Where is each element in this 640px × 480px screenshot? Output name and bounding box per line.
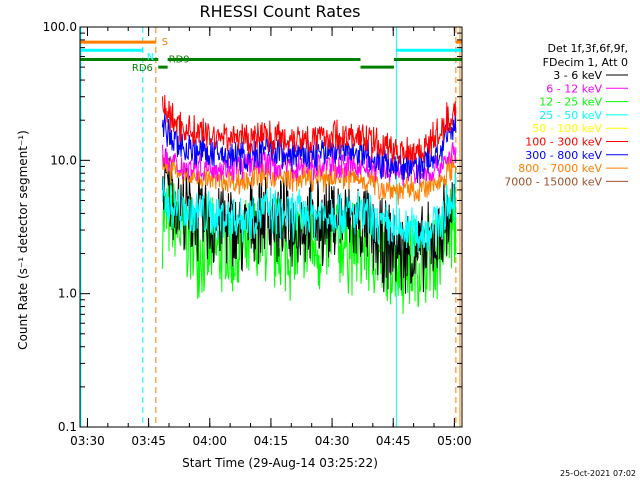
legend-header-line-2: FDecim 1, Att 0 bbox=[543, 56, 628, 69]
series-line-12-25keV bbox=[161, 173, 457, 315]
vertical-marker-lines bbox=[80, 27, 461, 427]
x-tick-label: 04:00 bbox=[192, 434, 227, 448]
legend-entry-7: 800 - 7000 keV bbox=[518, 162, 602, 175]
legend-entry-6: 300 - 800 keV bbox=[525, 149, 602, 162]
series-line-25-50keV bbox=[161, 171, 457, 257]
legend-entry-3: 25 - 50 keV bbox=[539, 109, 602, 122]
x-axis-label: Start Time (29-Aug-14 03:25:22) bbox=[182, 456, 378, 470]
x-tick-label: 04:15 bbox=[254, 434, 289, 448]
x-tick-label: 05:00 bbox=[437, 434, 472, 448]
series-layer bbox=[161, 94, 457, 315]
annotation-s: S bbox=[162, 37, 168, 48]
legend-header-line-1: Det 1f,3f,6f,9f, bbox=[547, 42, 628, 55]
y-tick-label: 1.0 bbox=[58, 287, 77, 301]
state-bars bbox=[80, 40, 462, 69]
legend-entry-0: 3 - 6 keV bbox=[553, 69, 602, 82]
legend-entry-5: 100 - 300 keV bbox=[525, 136, 602, 149]
timestamp: 25-Oct-2021 07:02 bbox=[560, 469, 636, 478]
x-tick-label: 04:30 bbox=[315, 434, 350, 448]
annotation-n: N bbox=[147, 52, 154, 63]
y-tick-label: 100.0 bbox=[43, 20, 77, 34]
y-tick-label: 0.1 bbox=[58, 420, 77, 434]
legend-entry-8: 7000 - 15000 keV bbox=[504, 175, 602, 188]
chart-title: RHESSI Count Rates bbox=[200, 2, 361, 21]
legend-entry-2: 12 - 25 keV bbox=[539, 96, 602, 109]
axes: 0.1 1.0 10.0 100.0 03:30 03:45 04:00 04:15 04:30… bbox=[43, 20, 472, 448]
legend-entry-4: 50 - 100 keV bbox=[532, 122, 602, 135]
series-line-800-7000keV bbox=[161, 154, 457, 206]
annotation-rd6: RD6 bbox=[132, 63, 153, 74]
x-tick-label: 03:45 bbox=[131, 434, 166, 448]
series-line-100-300keV bbox=[161, 94, 457, 165]
y-axis-label: Count Rate (s⁻¹ detector segment⁻¹) bbox=[16, 130, 30, 350]
x-tick-label: 04:45 bbox=[376, 434, 411, 448]
legend-entry-1: 6 - 12 keV bbox=[546, 82, 602, 95]
y-tick-label: 10.0 bbox=[50, 153, 77, 167]
x-tick-label: 03:30 bbox=[70, 434, 105, 448]
annotation-rd9: RD9 bbox=[169, 55, 190, 66]
